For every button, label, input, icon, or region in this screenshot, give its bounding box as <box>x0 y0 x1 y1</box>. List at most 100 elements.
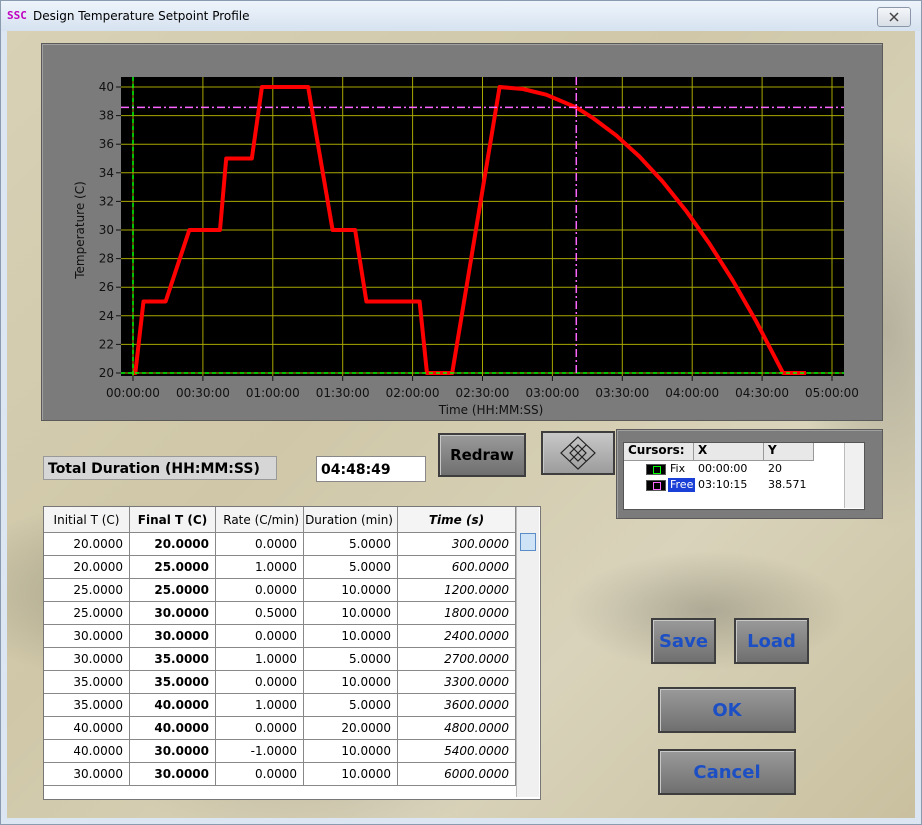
x-tick-label: 02:30:00 <box>456 386 510 400</box>
table-header-text: Time (s) <box>429 513 484 527</box>
table-cell: 1.0000 <box>216 556 304 579</box>
page: {"window": {"icon": "SSC", "title": "Des… <box>0 0 922 825</box>
app-icon: SSC <box>7 9 27 22</box>
table-cell: 0.0000 <box>216 533 304 556</box>
table-cell: 1.0000 <box>216 694 304 717</box>
zoom-button[interactable] <box>541 431 615 475</box>
scrollbar[interactable] <box>516 507 539 797</box>
table-cell: 30.0000 <box>44 625 130 648</box>
table-cell: -1.0000 <box>216 740 304 763</box>
close-icon <box>878 8 910 26</box>
table-cell: 30.0000 <box>44 763 130 786</box>
table-cell: 10.0000 <box>304 671 398 694</box>
table-cell: 6000.0000 <box>398 763 516 786</box>
table-cell: 2700.0000 <box>398 648 516 671</box>
scroll-thumb[interactable] <box>520 533 536 551</box>
table-cell: 4800.0000 <box>398 717 516 740</box>
zoom-icon <box>543 433 613 473</box>
table-cell: 2400.0000 <box>398 625 516 648</box>
table-cell: 5400.0000 <box>398 740 516 763</box>
cursor-y: 20 <box>768 461 782 477</box>
table-cell: 20.0000 <box>304 717 398 740</box>
window: SSC Design Temperature Setpoint Profile … <box>0 0 922 825</box>
y-tick-label: 28 <box>99 252 114 266</box>
cursor-x: 03:10:15 <box>698 477 747 493</box>
y-tick-label: 24 <box>99 309 114 323</box>
close-button[interactable] <box>877 7 911 27</box>
y-tick-label: 38 <box>99 109 114 123</box>
table-cell: 1800.0000 <box>398 602 516 625</box>
cursor-x: 00:00:00 <box>698 461 747 477</box>
y-tick-label: 26 <box>99 280 114 294</box>
table-cell: 600.0000 <box>398 556 516 579</box>
y-tick-label: 20 <box>99 366 114 380</box>
x-axis-label: Time (HH:MM:SS) <box>438 403 544 417</box>
table-cell: 30.0000 <box>44 648 130 671</box>
table-cell: 10.0000 <box>304 740 398 763</box>
x-tick-label: 01:30:00 <box>316 386 370 400</box>
total-duration-label: Total Duration (HH:MM:SS) <box>43 456 277 480</box>
cursor-header: Cursors: <box>624 443 694 461</box>
table-header: Duration (min) <box>304 507 398 533</box>
y-axis-label: Temperature (C) <box>73 181 87 280</box>
table-cell: 25.0000 <box>44 602 130 625</box>
cursor-name: Free <box>668 478 695 492</box>
cancel-button[interactable]: Cancel <box>658 749 796 795</box>
table-cell: 30.0000 <box>130 763 216 786</box>
table-cell: 25.0000 <box>44 579 130 602</box>
table-cell: 20.0000 <box>130 533 216 556</box>
window-title: Design Temperature Setpoint Profile <box>33 9 250 23</box>
table-header: Final T (C) <box>130 507 216 533</box>
table-cell: 10.0000 <box>304 763 398 786</box>
save-button[interactable]: Save <box>651 618 716 664</box>
x-tick-label: 03:00:00 <box>525 386 579 400</box>
table-cell: 0.5000 <box>216 602 304 625</box>
table-cell: 25.0000 <box>130 579 216 602</box>
table-cell: 30.0000 <box>130 602 216 625</box>
cursor-icon <box>646 480 666 491</box>
table-cell: 40.0000 <box>44 717 130 740</box>
table-header: Initial T (C) <box>44 507 130 533</box>
table-cell: 3300.0000 <box>398 671 516 694</box>
table-cell: 35.0000 <box>44 694 130 717</box>
ok-button[interactable]: OK <box>658 687 796 733</box>
table-header-text: Final T (C) <box>138 513 207 527</box>
segment-table: Initial T (C) Final T (C) Rate (C/min) Dura… <box>43 506 541 800</box>
cursor-header: Y <box>764 443 814 461</box>
table-cell: 0.0000 <box>216 579 304 602</box>
y-tick-label: 40 <box>99 80 114 94</box>
table-cell: 25.0000 <box>130 556 216 579</box>
table-cell: 20.0000 <box>44 533 130 556</box>
y-tick-label: 30 <box>99 223 114 237</box>
redraw-button[interactable]: Redraw <box>438 433 526 477</box>
table-header: Time (s) <box>398 507 516 533</box>
title-bar: SSC Design Temperature Setpoint Profile <box>1 1 921 31</box>
table-cell: 10.0000 <box>304 625 398 648</box>
cursor-name: Fix <box>668 462 687 476</box>
table-cell: 35.0000 <box>130 648 216 671</box>
table-cell: 10.0000 <box>304 602 398 625</box>
table-cell: 5.0000 <box>304 694 398 717</box>
load-button[interactable]: Load <box>734 618 809 664</box>
cursor-header: X <box>694 443 764 461</box>
y-tick-label: 34 <box>99 166 114 180</box>
cursor-icon-mark <box>653 466 661 474</box>
chart: Temperature (C) Time (HH:MM:SS) 20222426… <box>42 44 882 420</box>
table-cell: 40.0000 <box>44 740 130 763</box>
x-tick-label: 04:30:00 <box>735 386 789 400</box>
table-cell: 35.0000 <box>44 671 130 694</box>
table-header-text: Initial T (C) <box>54 513 120 527</box>
table-cell: 0.0000 <box>216 763 304 786</box>
table-cell: 0.0000 <box>216 717 304 740</box>
table-header-text: Rate (C/min) <box>223 513 299 527</box>
x-tick-label: 02:00:00 <box>386 386 440 400</box>
table-header-text: Duration (min) <box>305 513 393 527</box>
cursor-y: 38.571 <box>768 477 807 493</box>
x-tick-label: 00:00:00 <box>106 386 160 400</box>
x-tick-label: 03:30:00 <box>595 386 649 400</box>
table-cell: 35.0000 <box>130 671 216 694</box>
y-tick-label: 36 <box>99 137 114 151</box>
table-cell: 5.0000 <box>304 533 398 556</box>
table-cell: 40.0000 <box>130 694 216 717</box>
